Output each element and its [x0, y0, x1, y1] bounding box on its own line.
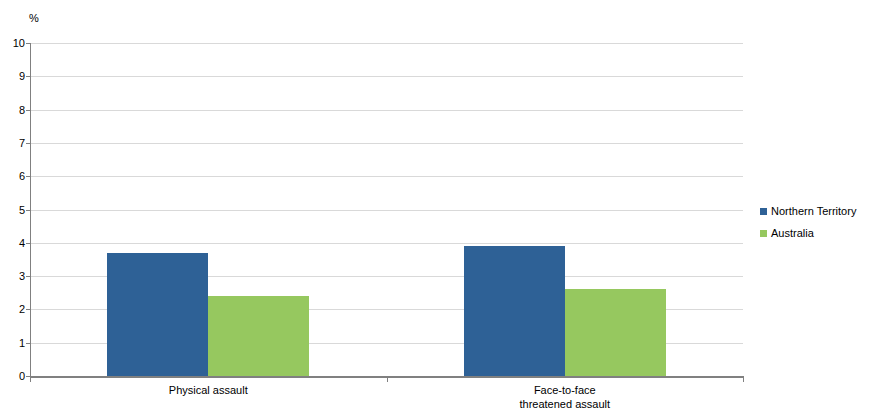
category-label-line: Physical assault	[88, 383, 328, 397]
category-label: Physical assault	[88, 383, 328, 397]
gridline	[30, 76, 743, 77]
category-label-line: Face-to-face	[445, 383, 685, 397]
y-axis-tick-label: 5	[0, 204, 25, 216]
gridline	[30, 143, 743, 144]
bar	[107, 253, 208, 376]
legend-item: Australia	[760, 226, 856, 240]
bar-chart: % 0 1 2 3 4 5 6 7 8 9 10 Physical assault Face-to-f…	[0, 0, 869, 416]
category-label-line: threatened assault	[445, 397, 685, 411]
gridline	[30, 243, 743, 244]
y-axis-tick-label: 6	[0, 170, 25, 182]
bar	[208, 296, 309, 376]
y-axis-line	[30, 43, 31, 382]
x-axis-tick	[30, 378, 31, 382]
gridline	[30, 43, 743, 44]
gridline	[30, 176, 743, 177]
bar	[565, 289, 666, 376]
legend-label: Australia	[771, 227, 814, 239]
bar	[464, 246, 565, 376]
y-axis-tick-label: 4	[0, 237, 25, 249]
y-axis-unit-label: %	[24, 12, 44, 24]
gridline	[30, 210, 743, 211]
category-label: Face-to-facethreatened assault	[445, 383, 685, 411]
y-axis-tick-label: 1	[0, 337, 25, 349]
legend-item: Northern Territory	[760, 204, 856, 218]
legend-label: Northern Territory	[771, 205, 856, 217]
y-axis-tick-label: 0	[0, 370, 25, 382]
legend: Northern Territory Australia	[760, 204, 856, 240]
y-axis-tick-label: 2	[0, 303, 25, 315]
legend-swatch	[760, 230, 767, 237]
y-axis-tick-label: 7	[0, 137, 25, 149]
y-axis-tick-label: 3	[0, 270, 25, 282]
x-axis-tick	[387, 378, 388, 382]
y-axis-tick-label: 10	[0, 37, 25, 49]
x-axis-tick	[743, 378, 744, 382]
gridline	[30, 110, 743, 111]
legend-swatch	[760, 208, 767, 215]
y-axis-tick-label: 8	[0, 104, 25, 116]
y-axis-tick-label: 9	[0, 70, 25, 82]
